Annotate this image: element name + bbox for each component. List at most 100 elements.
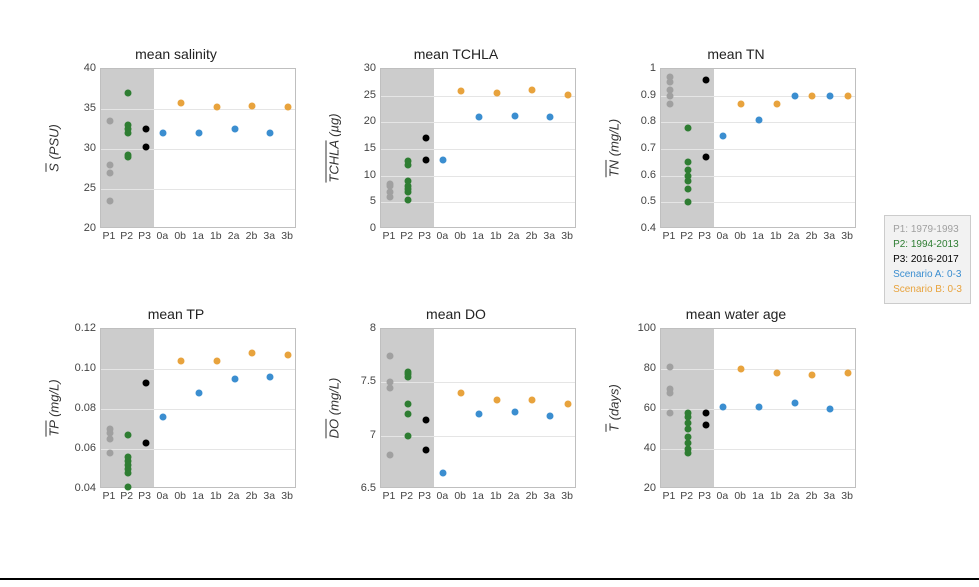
chart-panel: mean TCHLATCHLA (µg)051015202530P1P2P30a…	[336, 68, 576, 258]
data-point	[196, 390, 203, 397]
legend-item: Scenario A: 0-3	[893, 267, 962, 282]
data-point	[106, 426, 113, 433]
data-point	[231, 376, 238, 383]
panel-title: mean TCHLA	[336, 46, 576, 62]
data-point	[106, 162, 113, 169]
data-point	[404, 368, 411, 375]
x-tick-label: 3b	[561, 490, 573, 502]
data-point	[160, 130, 167, 137]
y-tick-label: 0	[370, 222, 376, 234]
data-point	[422, 156, 429, 163]
x-tick-label: P2	[680, 230, 693, 242]
data-point	[684, 186, 691, 193]
y-tick-label: 10	[364, 169, 376, 181]
data-point	[124, 122, 131, 129]
y-tick-label: 60	[644, 402, 656, 414]
data-point	[404, 411, 411, 418]
gridline	[381, 202, 575, 203]
x-tick-label: 0b	[734, 230, 746, 242]
data-point	[809, 372, 816, 379]
data-point	[124, 432, 131, 439]
data-point	[386, 180, 393, 187]
chart-panel: mean TPTP (mg/L)0.040.060.080.100.12P1P2…	[56, 328, 296, 518]
data-point	[404, 157, 411, 164]
data-point	[791, 400, 798, 407]
chart-panel: mean TNTN (mg/L)0.40.50.60.70.80.91P1P2P…	[616, 68, 856, 258]
gridline	[101, 109, 295, 110]
data-point	[422, 135, 429, 142]
data-point	[386, 379, 393, 386]
y-tick-label: 25	[84, 182, 96, 194]
data-point	[547, 413, 554, 420]
y-tick-label: 30	[364, 62, 376, 74]
x-tick-label: 0a	[717, 490, 729, 502]
data-point	[476, 114, 483, 121]
x-tick-label: 1a	[192, 230, 204, 242]
data-point	[684, 159, 691, 166]
x-tick-label: 3a	[543, 230, 555, 242]
gridline	[661, 369, 855, 370]
y-tick-label: 0.5	[641, 195, 656, 207]
y-axis-label: DO (mg/L)	[327, 378, 342, 439]
x-tick-label: 3b	[281, 490, 293, 502]
y-tick-label: 0.4	[641, 222, 656, 234]
x-tick-label: 0b	[454, 230, 466, 242]
y-tick-label: 40	[644, 442, 656, 454]
data-point	[666, 410, 673, 417]
y-tick-label: 40	[84, 62, 96, 74]
legend-item: Scenario B: 0-3	[893, 282, 962, 297]
data-point	[684, 440, 691, 447]
data-point	[160, 414, 167, 421]
data-point	[809, 92, 816, 99]
x-tick-label: P3	[698, 230, 711, 242]
gridline	[381, 122, 575, 123]
data-point	[565, 91, 572, 98]
x-tick-label: 1a	[472, 490, 484, 502]
data-point	[142, 126, 149, 133]
y-tick-label: 5	[370, 195, 376, 207]
data-point	[702, 410, 709, 417]
y-tick-label: 0.6	[641, 169, 656, 181]
y-tick-label: 80	[644, 362, 656, 374]
x-tick-label: P3	[418, 230, 431, 242]
data-point	[845, 370, 852, 377]
x-tick-label: 1a	[472, 230, 484, 242]
x-tick-label: 3a	[823, 490, 835, 502]
data-point	[106, 436, 113, 443]
data-point	[684, 199, 691, 206]
data-point	[666, 87, 673, 94]
data-point	[196, 130, 203, 137]
x-tick-label: 1a	[192, 490, 204, 502]
data-point	[404, 432, 411, 439]
data-point	[231, 126, 238, 133]
x-tick-label: P3	[138, 490, 151, 502]
data-point	[666, 100, 673, 107]
x-tick-label: 3a	[263, 490, 275, 502]
x-tick-label: P3	[418, 490, 431, 502]
x-tick-label: P2	[400, 230, 413, 242]
y-tick-label: 20	[644, 482, 656, 494]
data-point	[440, 156, 447, 163]
data-point	[106, 170, 113, 177]
data-point	[422, 416, 429, 423]
data-point	[773, 370, 780, 377]
x-tick-label: 2a	[508, 490, 520, 502]
data-point	[493, 397, 500, 404]
data-point	[684, 124, 691, 131]
data-point	[124, 484, 131, 491]
x-tick-label: 2a	[228, 230, 240, 242]
chart-panel: mean salinityS (PSU)2025303540P1P2P30a0b…	[56, 68, 296, 258]
data-point	[529, 87, 536, 94]
x-tick-label: P1	[102, 230, 115, 242]
data-point	[267, 374, 274, 381]
data-point	[213, 104, 220, 111]
x-tick-label: 2b	[526, 230, 538, 242]
legend-item: P2: 1994-2013	[893, 237, 962, 252]
x-tick-label: 3b	[841, 490, 853, 502]
data-point	[547, 114, 554, 121]
data-point	[285, 103, 292, 110]
y-tick-label: 25	[364, 89, 376, 101]
plot-area	[660, 328, 856, 488]
data-point	[493, 90, 500, 97]
y-axis-label: TP (mg/L)	[47, 379, 62, 436]
